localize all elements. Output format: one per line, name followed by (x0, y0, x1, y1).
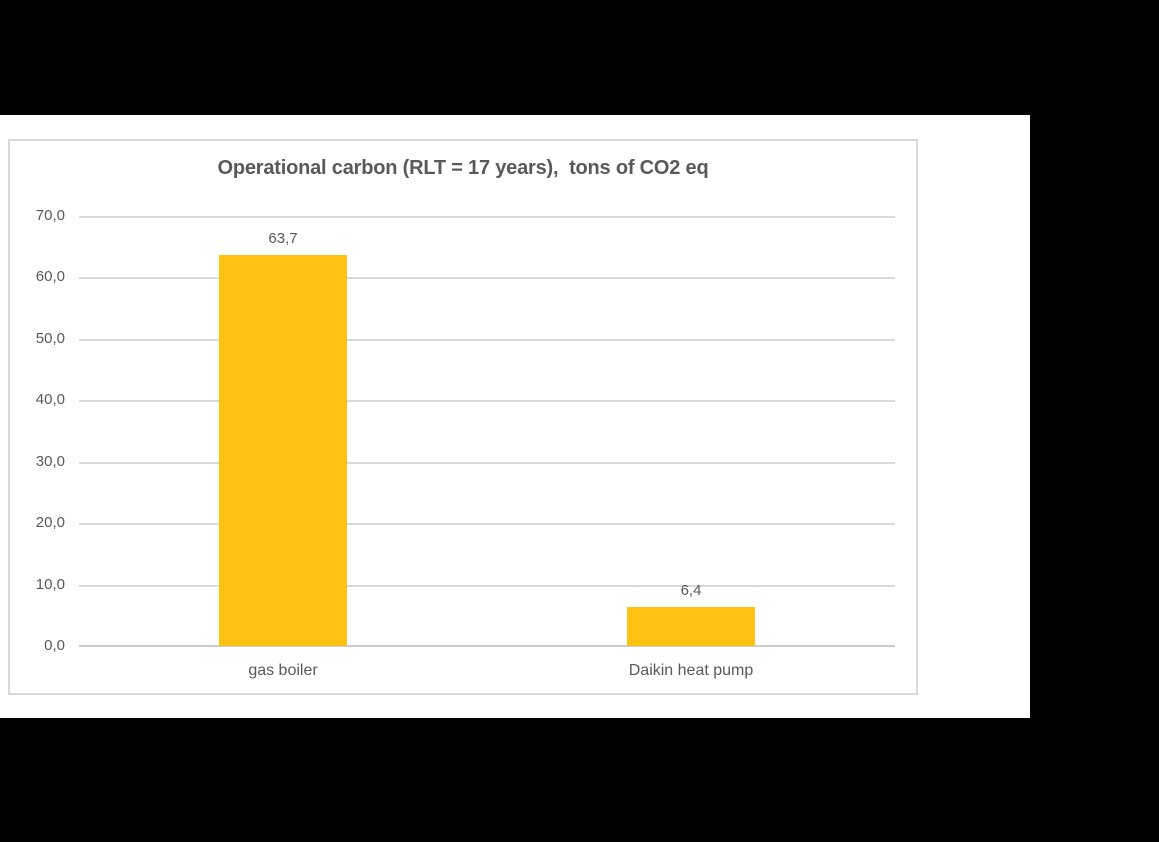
gridline (79, 338, 895, 341)
gridline (79, 277, 895, 280)
chart-title: Operational carbon (RLT = 17 years), ton… (217, 157, 709, 179)
y-axis-tick-label: 50,0 (35, 329, 65, 347)
chart-frame: Operational carbon (RLT = 17 years), ton… (8, 139, 918, 695)
y-axis-tick-label: 60,0 (35, 268, 65, 286)
y-axis-tick-label: 40,0 (35, 391, 65, 409)
x-axis-category-label: Daikin heat pump (628, 662, 754, 679)
data-label: 6,4 (680, 581, 702, 599)
chart-canvas: Operational carbon (RLT = 17 years), ton… (0, 115, 1030, 718)
gridline (79, 523, 895, 526)
gridline (79, 216, 895, 218)
data-label: 63,7 (268, 229, 298, 247)
plot-area: 0,0 10,0 20,0 30,0 40,0 50,0 60,0 70,0 63,7 gas b… (36, 208, 895, 679)
bar-gas-boiler (219, 254, 347, 646)
bar-daikin-heat-pump (627, 606, 755, 646)
gridline (79, 584, 895, 587)
x-axis-category-label: gas boiler (248, 662, 318, 679)
y-axis-tick-label: 30,0 (35, 452, 65, 470)
y-axis-tick-label: 10,0 (35, 575, 65, 593)
y-axis-tick-label: 20,0 (35, 514, 65, 532)
gridline (79, 400, 895, 403)
y-axis-tick-label: 70,0 (35, 207, 65, 224)
y-axis-tick-label: 0,0 (44, 637, 65, 654)
x-axis-line (79, 645, 895, 647)
gridline (79, 461, 895, 464)
